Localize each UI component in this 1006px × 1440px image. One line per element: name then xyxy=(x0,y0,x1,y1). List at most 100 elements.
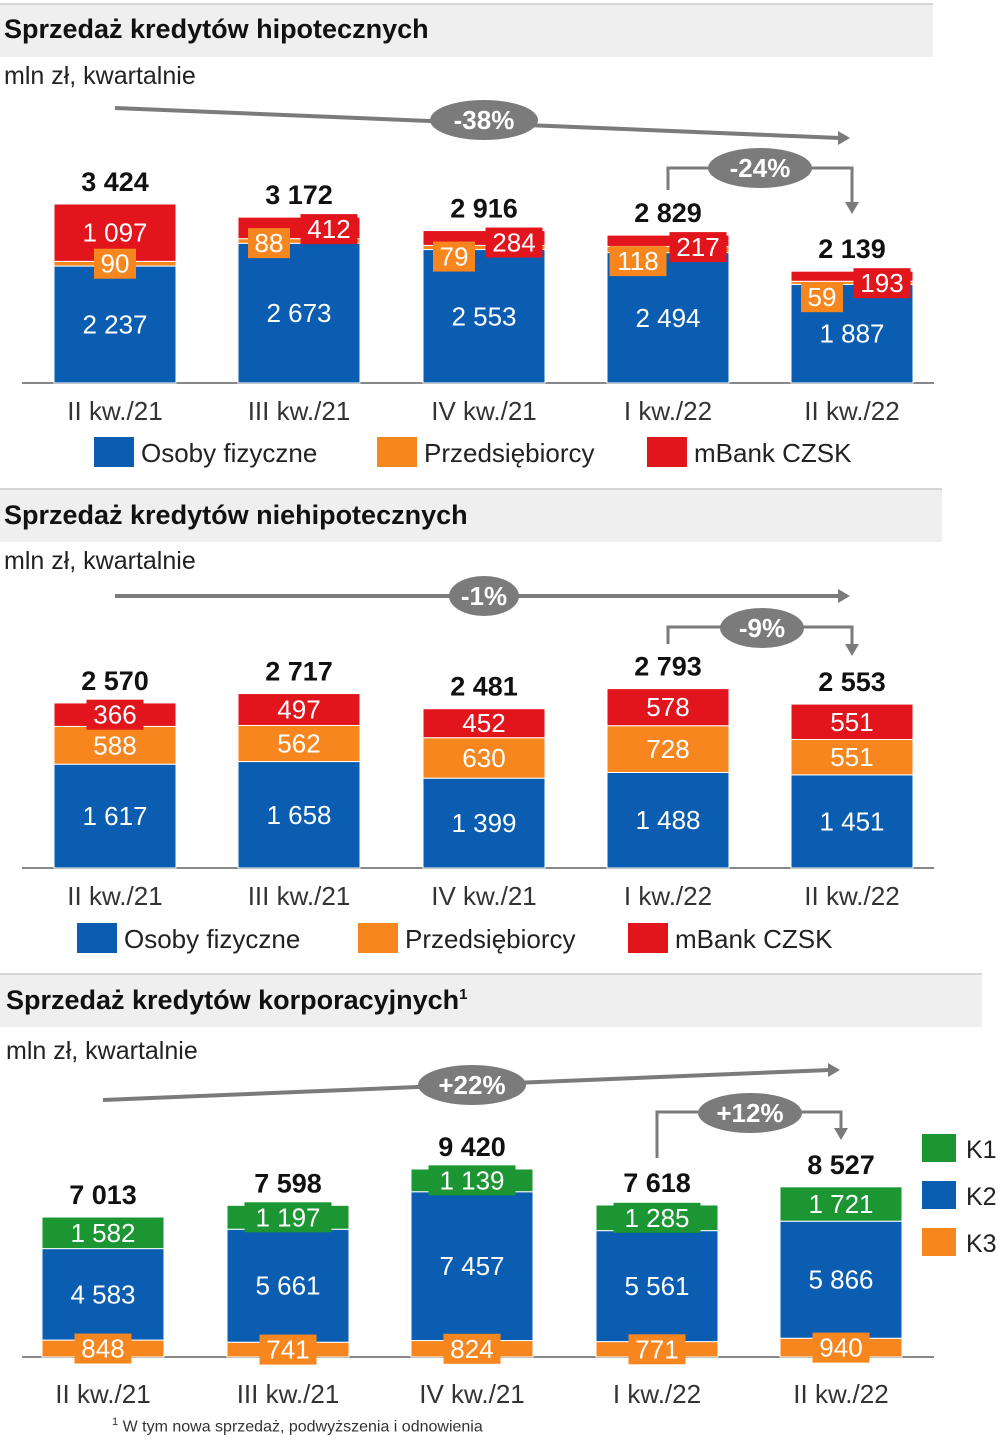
chart-2-value-label: 551 xyxy=(830,707,873,737)
chart-2-total-label: 2 793 xyxy=(634,652,702,682)
chart-2-category-label: II kw./21 xyxy=(67,881,162,911)
chart-2-value-label: 1 617 xyxy=(82,801,147,831)
chart-3-label-box xyxy=(74,1333,132,1364)
chart-3-total-label: 7 618 xyxy=(623,1168,691,1198)
chart-2-bar-orange xyxy=(53,725,177,765)
chart-1-label-box xyxy=(853,268,911,299)
chart-2-trend-pill xyxy=(449,576,519,616)
chart-2-trend-label: -1% xyxy=(461,581,507,611)
chart-2-value-label: 1 451 xyxy=(819,806,884,836)
chart-3-value-label: 741 xyxy=(266,1335,309,1365)
chart-3-bar-blue xyxy=(595,1230,719,1343)
chart-3-label-box xyxy=(428,1165,516,1196)
chart-1-subtitle: mln zł, kwartalnie xyxy=(4,62,196,90)
chart-1-legend-label: Przedsiębiorcy xyxy=(424,438,595,468)
chart-3-legend-label: K1 xyxy=(966,1136,997,1164)
chart-2-header xyxy=(0,488,942,542)
chart-3-value-label: 1 721 xyxy=(808,1189,873,1219)
chart-3-change-pill xyxy=(698,1093,802,1133)
chart-2-value-label: 562 xyxy=(277,729,320,759)
chart-2-category-label: II kw./22 xyxy=(804,881,899,911)
chart-3-bar-blue xyxy=(226,1228,350,1343)
chart-3-value-label: 940 xyxy=(819,1333,862,1363)
chart-3-category-label: II kw./21 xyxy=(55,1379,150,1409)
chart-1-title: Sprzedaż kredytów hipotecznych xyxy=(4,14,429,44)
chart-1-trend-pill xyxy=(430,100,538,140)
chart-1-label-box xyxy=(609,246,667,277)
chart-3-value-label: 7 457 xyxy=(439,1251,504,1281)
chart-1-label-box xyxy=(300,214,358,245)
chart-1-value-label: 2 553 xyxy=(451,301,516,331)
chart-2-bar-blue xyxy=(53,763,177,869)
chart-3-trend-pill xyxy=(418,1065,526,1105)
chart-3-value-label: 1 285 xyxy=(624,1203,689,1233)
chart-1-bar-blue xyxy=(53,265,177,384)
chart-2-bar-red xyxy=(606,688,730,727)
chart-1-bar-blue xyxy=(422,249,546,384)
chart-1-value-label: 1 097 xyxy=(82,218,147,248)
chart-2-value-label: 578 xyxy=(646,692,689,722)
chart-2-total-label: 2 553 xyxy=(818,667,886,697)
chart-1-value-label: 59 xyxy=(808,282,837,312)
chart-2-category-label: III kw./21 xyxy=(248,881,351,911)
chart-1-category-label: II kw./21 xyxy=(67,396,162,426)
chart-1-category-label: IV kw./21 xyxy=(431,396,537,426)
chart-2-total-label: 2 481 xyxy=(450,672,518,702)
chart-3-bar-blue xyxy=(41,1248,165,1341)
chart-1-label-box xyxy=(248,228,290,259)
chart-2-bar-red xyxy=(790,703,914,740)
chart-2-bar-orange xyxy=(606,725,730,773)
chart-2-legend-label: Przedsiębiorcy xyxy=(405,924,576,954)
chart-2-legend-swatch-red xyxy=(628,923,668,953)
chart-2-subtitle: mln zł, kwartalnie xyxy=(4,547,196,575)
chart-3-value-label: 771 xyxy=(635,1334,678,1364)
chart-2-bracket-arrowhead xyxy=(845,644,859,656)
chart-2-bar-orange xyxy=(237,724,361,763)
chart-2-change-label: -9% xyxy=(739,613,785,643)
chart-2-value-label: 497 xyxy=(277,695,320,725)
chart-3-value-label: 848 xyxy=(81,1334,124,1364)
chart-1-value-label: 2 237 xyxy=(82,310,147,340)
chart-3-value-label: 824 xyxy=(450,1334,493,1364)
chart-2-change-pill xyxy=(720,608,804,648)
chart-1-category-label: II kw./22 xyxy=(804,396,899,426)
chart-3-value-label: 1 139 xyxy=(439,1165,504,1195)
chart-3-title-text: Sprzedaż kredytów korporacyjnych xyxy=(6,985,460,1015)
footnote-text: W tym nowa sprzedaż, podwyższenia i odno… xyxy=(122,1418,483,1436)
chart-3-label-box xyxy=(796,1188,886,1219)
chart-1-label-box xyxy=(801,282,843,313)
chart-3-bar-blue xyxy=(410,1191,534,1342)
chart-1-bar-red xyxy=(790,270,914,282)
chart-1-trend-label: -38% xyxy=(454,105,515,135)
chart-2-category-label: IV kw./21 xyxy=(431,881,537,911)
chart-2-value-label: 630 xyxy=(462,743,505,773)
chart-2-category-label: I kw./22 xyxy=(624,881,712,911)
chart-2-trend-arrowhead xyxy=(838,589,850,603)
chart-1-value-label: 118 xyxy=(617,246,658,276)
chart-1-bar-blue xyxy=(237,242,361,384)
chart-3-label-box xyxy=(58,1217,148,1248)
chart-3-value-label: 5 661 xyxy=(255,1271,320,1301)
chart-2-value-label: 588 xyxy=(93,730,136,760)
chart-3-value-label: 1 582 xyxy=(70,1218,135,1248)
chart-1-total-label: 3 172 xyxy=(265,180,333,210)
chart-2-value-label: 551 xyxy=(830,742,873,772)
chart-3-legend-swatch-orange xyxy=(922,1228,956,1256)
chart-2-value-label: 1 488 xyxy=(635,805,700,835)
chart-1-value-label: 1 887 xyxy=(819,319,884,349)
chart-1-total-label: 2 916 xyxy=(450,194,518,224)
chart-2-legend-label: Osoby fizyczne xyxy=(124,924,300,954)
chart-3-legend-swatch-green xyxy=(922,1134,956,1162)
chart-3-change-label: +12% xyxy=(716,1098,783,1128)
chart-2-bar-orange xyxy=(790,738,914,776)
chart-2-value-label: 366 xyxy=(93,700,136,730)
chart-1-bar-red xyxy=(606,234,730,247)
chart-2-value-label: 1 399 xyxy=(451,808,516,838)
chart-2-bar-red xyxy=(422,708,546,739)
chart-1-legend-swatch-red xyxy=(647,437,687,467)
chart-1-label-box xyxy=(669,232,727,263)
chart-2-bar-blue xyxy=(790,774,914,869)
chart-1-value-label: 88 xyxy=(255,228,284,258)
chart-3-value-label: 5 561 xyxy=(624,1271,689,1301)
chart-1-legend-label: mBank CZSK xyxy=(694,438,852,468)
